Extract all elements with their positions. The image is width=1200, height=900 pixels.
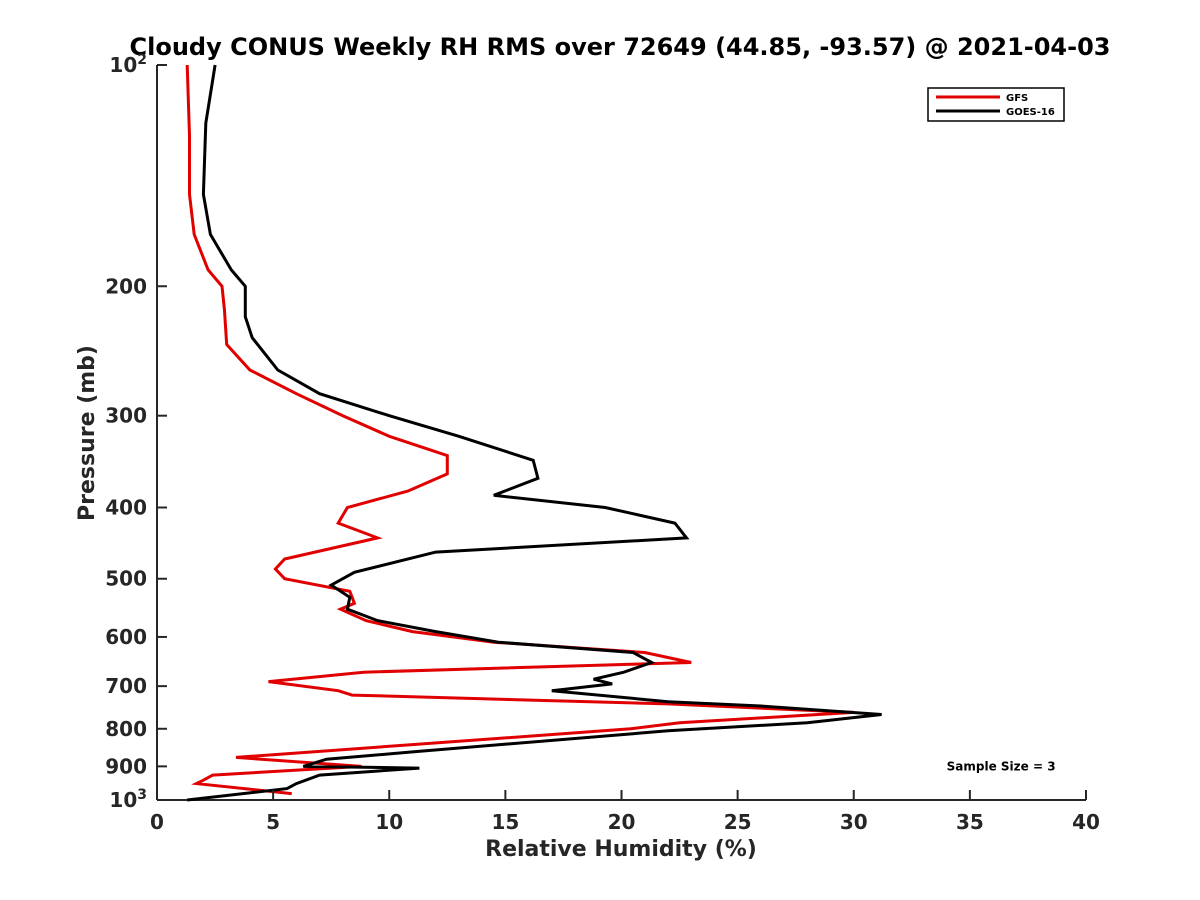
y-tick-label: 300 <box>105 404 147 428</box>
legend-label: GFS <box>1006 93 1028 104</box>
x-tick-label: 25 <box>724 810 752 834</box>
annotation-text: Sample Size = 3 <box>947 759 1056 773</box>
y-tick-label: 800 <box>105 717 147 741</box>
x-tick-label: 0 <box>150 810 164 834</box>
chart-title: Cloudy CONUS Weekly RH RMS over 72649 (4… <box>130 33 1111 61</box>
x-tick-label: 30 <box>840 810 868 834</box>
y-tick-label: 103 <box>109 787 147 812</box>
y-tick-label: 900 <box>105 754 147 778</box>
x-tick-label: 15 <box>491 810 519 834</box>
y-axis-label: Pressure (mb) <box>75 345 100 521</box>
legend-label: GOES-16 <box>1006 107 1055 118</box>
x-tick-label: 5 <box>266 810 280 834</box>
y-tick-label: 500 <box>105 567 147 591</box>
x-axis-ticks: 0 5 10 15 20 25 30 35 40 <box>150 790 1100 834</box>
plot-area <box>156 64 1086 802</box>
legend: GFS GOES-16 <box>927 87 1065 122</box>
series-line-gfs <box>185 64 854 796</box>
y-tick-label: 700 <box>105 674 147 698</box>
series-line-goes-16 <box>187 64 882 802</box>
annotations: Sample Size = 3 <box>947 759 1056 773</box>
x-tick-label: 40 <box>1072 810 1100 834</box>
y-tick-label: 400 <box>105 496 147 520</box>
x-tick-label: 10 <box>375 810 403 834</box>
y-tick-label: 200 <box>105 274 147 298</box>
x-tick-label: 20 <box>608 810 636 834</box>
y-tick-label: 102 <box>109 52 147 77</box>
y-tick-label: 600 <box>105 625 147 649</box>
x-axis-label: Relative Humidity (%) <box>485 837 757 862</box>
x-tick-label: 35 <box>956 810 984 834</box>
legend-box <box>927 87 1065 122</box>
y-axis-ticks: 102 200 300 400 500 600 700 800 900 103 <box>105 52 167 812</box>
